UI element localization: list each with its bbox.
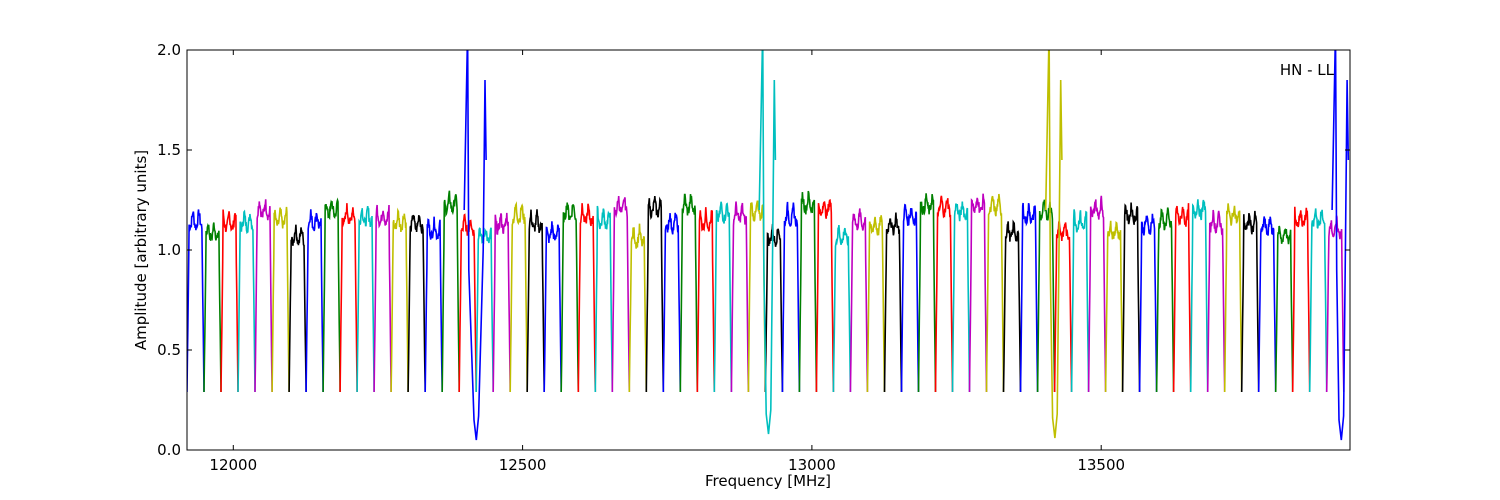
channel-series-68	[1325, 215, 1345, 393]
channel-series-16	[441, 190, 460, 393]
channel-series-50	[1019, 202, 1039, 393]
channel-series-56	[1121, 202, 1141, 393]
channel-series-45	[934, 195, 954, 393]
channel-series-15	[424, 216, 443, 393]
channel-series-59	[1172, 203, 1192, 393]
channel-series-46	[951, 201, 971, 393]
interference-spike-1	[463, 50, 487, 441]
y-tick-label: 1.5	[157, 141, 181, 159]
channel-series-27	[628, 223, 648, 393]
channel-series-11	[356, 205, 375, 393]
channel-series-31	[696, 207, 716, 393]
channel-series-55	[1104, 220, 1124, 393]
channel-series-19	[492, 212, 511, 393]
channel-series-6	[271, 206, 290, 393]
x-tick-label: 13000	[788, 456, 836, 474]
x-tick-label: 12500	[499, 456, 547, 474]
channel-series-2	[203, 222, 222, 393]
channel-series-66	[1291, 206, 1311, 393]
channel-series-65	[1274, 225, 1294, 393]
channel-series-33	[730, 201, 750, 393]
channel-series-7	[288, 224, 307, 393]
channel-series-20	[509, 201, 528, 393]
channel-series-9	[322, 197, 341, 393]
channel-series-35	[764, 223, 784, 393]
channel-series-34	[747, 200, 767, 393]
channel-series-23	[560, 202, 580, 393]
interference-spike-2	[758, 50, 777, 435]
channel-series-25	[594, 205, 614, 393]
channel-series-30	[679, 193, 699, 393]
channel-series-54	[1087, 195, 1107, 393]
channel-series-32	[713, 201, 733, 393]
channel-series-48	[985, 193, 1005, 393]
x-axis-label: Frequency [MHz]	[705, 472, 831, 490]
channel-series-13	[390, 207, 409, 393]
channel-series-52	[1053, 220, 1073, 393]
channel-series-67	[1308, 208, 1328, 393]
channel-series-26	[611, 196, 631, 393]
y-tick-label: 2.0	[157, 41, 181, 59]
channel-series-58	[1155, 207, 1175, 393]
chart-annotation: HN - LL	[1280, 61, 1335, 79]
channel-series-10	[339, 203, 358, 393]
channel-series-60	[1189, 199, 1209, 393]
channel-series-18	[475, 227, 494, 393]
interference-spike-4	[1331, 50, 1350, 441]
channel-series-43	[900, 203, 920, 393]
y-axis-label: Amplitude [arbitrary units]	[132, 150, 150, 350]
channel-series-36	[781, 201, 801, 393]
series-layer	[187, 50, 1350, 441]
channel-series-53	[1070, 209, 1090, 393]
channel-series-21	[526, 209, 545, 393]
channel-series-3	[220, 209, 239, 393]
channel-series-64	[1257, 216, 1277, 393]
channel-series-4	[237, 209, 256, 393]
channel-series-8	[305, 209, 324, 393]
channel-series-38	[815, 198, 835, 393]
channel-series-39	[832, 225, 852, 393]
y-tick-label: 1.0	[157, 241, 181, 259]
interference-spike-3	[1044, 50, 1063, 439]
channel-series-40	[849, 208, 869, 393]
channel-series-1	[187, 209, 205, 393]
channel-series-12	[373, 204, 392, 393]
channel-series-37	[798, 190, 818, 393]
channel-series-22	[543, 221, 562, 393]
x-tick-label: 12000	[209, 456, 257, 474]
channel-series-28	[645, 196, 665, 393]
channel-series-47	[968, 193, 988, 393]
ticks-layer: 12000 12500 13000 13500 0.0 0.5 1.0 1.5 2.0	[157, 41, 1350, 474]
channel-series-51	[1036, 199, 1056, 393]
channel-series-24	[577, 203, 597, 393]
channel-series-42	[883, 212, 903, 393]
y-tick-label: 0.5	[157, 341, 181, 359]
channel-series-62	[1223, 203, 1243, 393]
x-tick-label: 13500	[1077, 456, 1125, 474]
y-tick-label: 0.0	[157, 441, 181, 459]
channel-series-14	[407, 214, 426, 393]
channel-series-44	[917, 193, 937, 393]
channel-series-41	[866, 215, 886, 393]
channel-series-29	[662, 212, 682, 393]
channel-series-57	[1138, 213, 1158, 393]
channel-series-61	[1206, 209, 1226, 393]
channel-series-63	[1240, 210, 1260, 393]
channel-series-5	[254, 199, 273, 393]
channel-series-49	[1002, 219, 1022, 393]
channel-series-17	[458, 213, 477, 393]
